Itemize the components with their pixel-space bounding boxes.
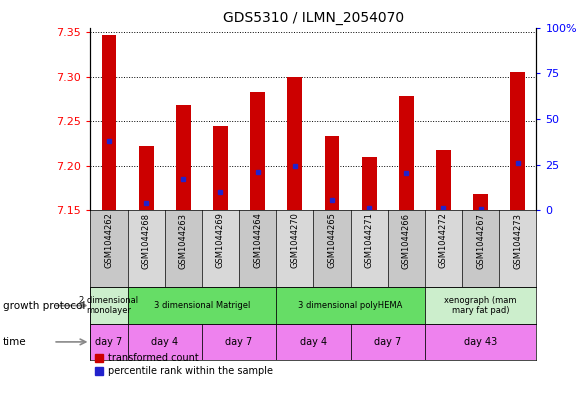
Bar xyxy=(436,150,451,210)
Text: GSM1044266: GSM1044266 xyxy=(402,213,411,268)
Text: GSM1044264: GSM1044264 xyxy=(253,213,262,268)
Bar xyxy=(499,210,536,287)
Bar xyxy=(250,92,265,210)
Text: GSM1044269: GSM1044269 xyxy=(216,213,225,268)
Bar xyxy=(276,324,350,360)
Title: GDS5310 / ILMN_2054070: GDS5310 / ILMN_2054070 xyxy=(223,11,404,25)
Text: day 4: day 4 xyxy=(151,337,178,347)
Bar xyxy=(388,210,425,287)
Bar xyxy=(128,324,202,360)
Bar xyxy=(90,210,128,287)
Bar xyxy=(90,324,128,360)
Text: GSM1044272: GSM1044272 xyxy=(439,213,448,268)
Text: 3 dimensional Matrigel: 3 dimensional Matrigel xyxy=(154,301,250,310)
Text: growth protocol: growth protocol xyxy=(3,301,85,310)
Bar xyxy=(128,287,276,324)
Text: 2 dimensional
monolayer: 2 dimensional monolayer xyxy=(79,296,139,315)
Text: day 4: day 4 xyxy=(300,337,327,347)
Bar xyxy=(276,287,425,324)
Text: GSM1044271: GSM1044271 xyxy=(364,213,374,268)
Text: GSM1044265: GSM1044265 xyxy=(328,213,336,268)
Bar xyxy=(276,210,313,287)
Text: 3 dimensional polyHEMA: 3 dimensional polyHEMA xyxy=(298,301,403,310)
Text: GSM1044270: GSM1044270 xyxy=(290,213,299,268)
Bar xyxy=(287,77,302,210)
Text: GSM1044268: GSM1044268 xyxy=(142,213,150,268)
Bar xyxy=(325,136,339,210)
Bar xyxy=(101,35,117,210)
Text: GSM1044263: GSM1044263 xyxy=(179,213,188,268)
Bar xyxy=(462,210,499,287)
Text: time: time xyxy=(3,337,27,347)
Bar xyxy=(350,210,388,287)
Bar xyxy=(164,210,202,287)
Text: GSM1044262: GSM1044262 xyxy=(104,213,114,268)
Bar xyxy=(202,324,276,360)
Text: day 7: day 7 xyxy=(226,337,252,347)
Text: day 7: day 7 xyxy=(96,337,122,347)
Bar xyxy=(90,287,128,324)
Bar xyxy=(399,96,414,210)
Bar xyxy=(176,105,191,210)
Text: xenograph (mam
mary fat pad): xenograph (mam mary fat pad) xyxy=(444,296,517,315)
Text: GSM1044267: GSM1044267 xyxy=(476,213,485,268)
Legend: transformed count, percentile rank within the sample: transformed count, percentile rank withi… xyxy=(95,353,273,376)
Bar xyxy=(350,324,425,360)
Bar xyxy=(202,210,239,287)
Bar xyxy=(425,210,462,287)
Bar xyxy=(425,287,536,324)
Bar xyxy=(361,157,377,210)
Bar xyxy=(128,210,164,287)
Text: day 7: day 7 xyxy=(374,337,401,347)
Text: day 43: day 43 xyxy=(464,337,497,347)
Bar xyxy=(510,72,525,210)
Bar xyxy=(239,210,276,287)
Bar xyxy=(425,324,536,360)
Bar xyxy=(139,146,153,210)
Text: GSM1044273: GSM1044273 xyxy=(513,213,522,268)
Bar xyxy=(313,210,350,287)
Bar xyxy=(213,126,228,210)
Bar xyxy=(473,194,488,210)
